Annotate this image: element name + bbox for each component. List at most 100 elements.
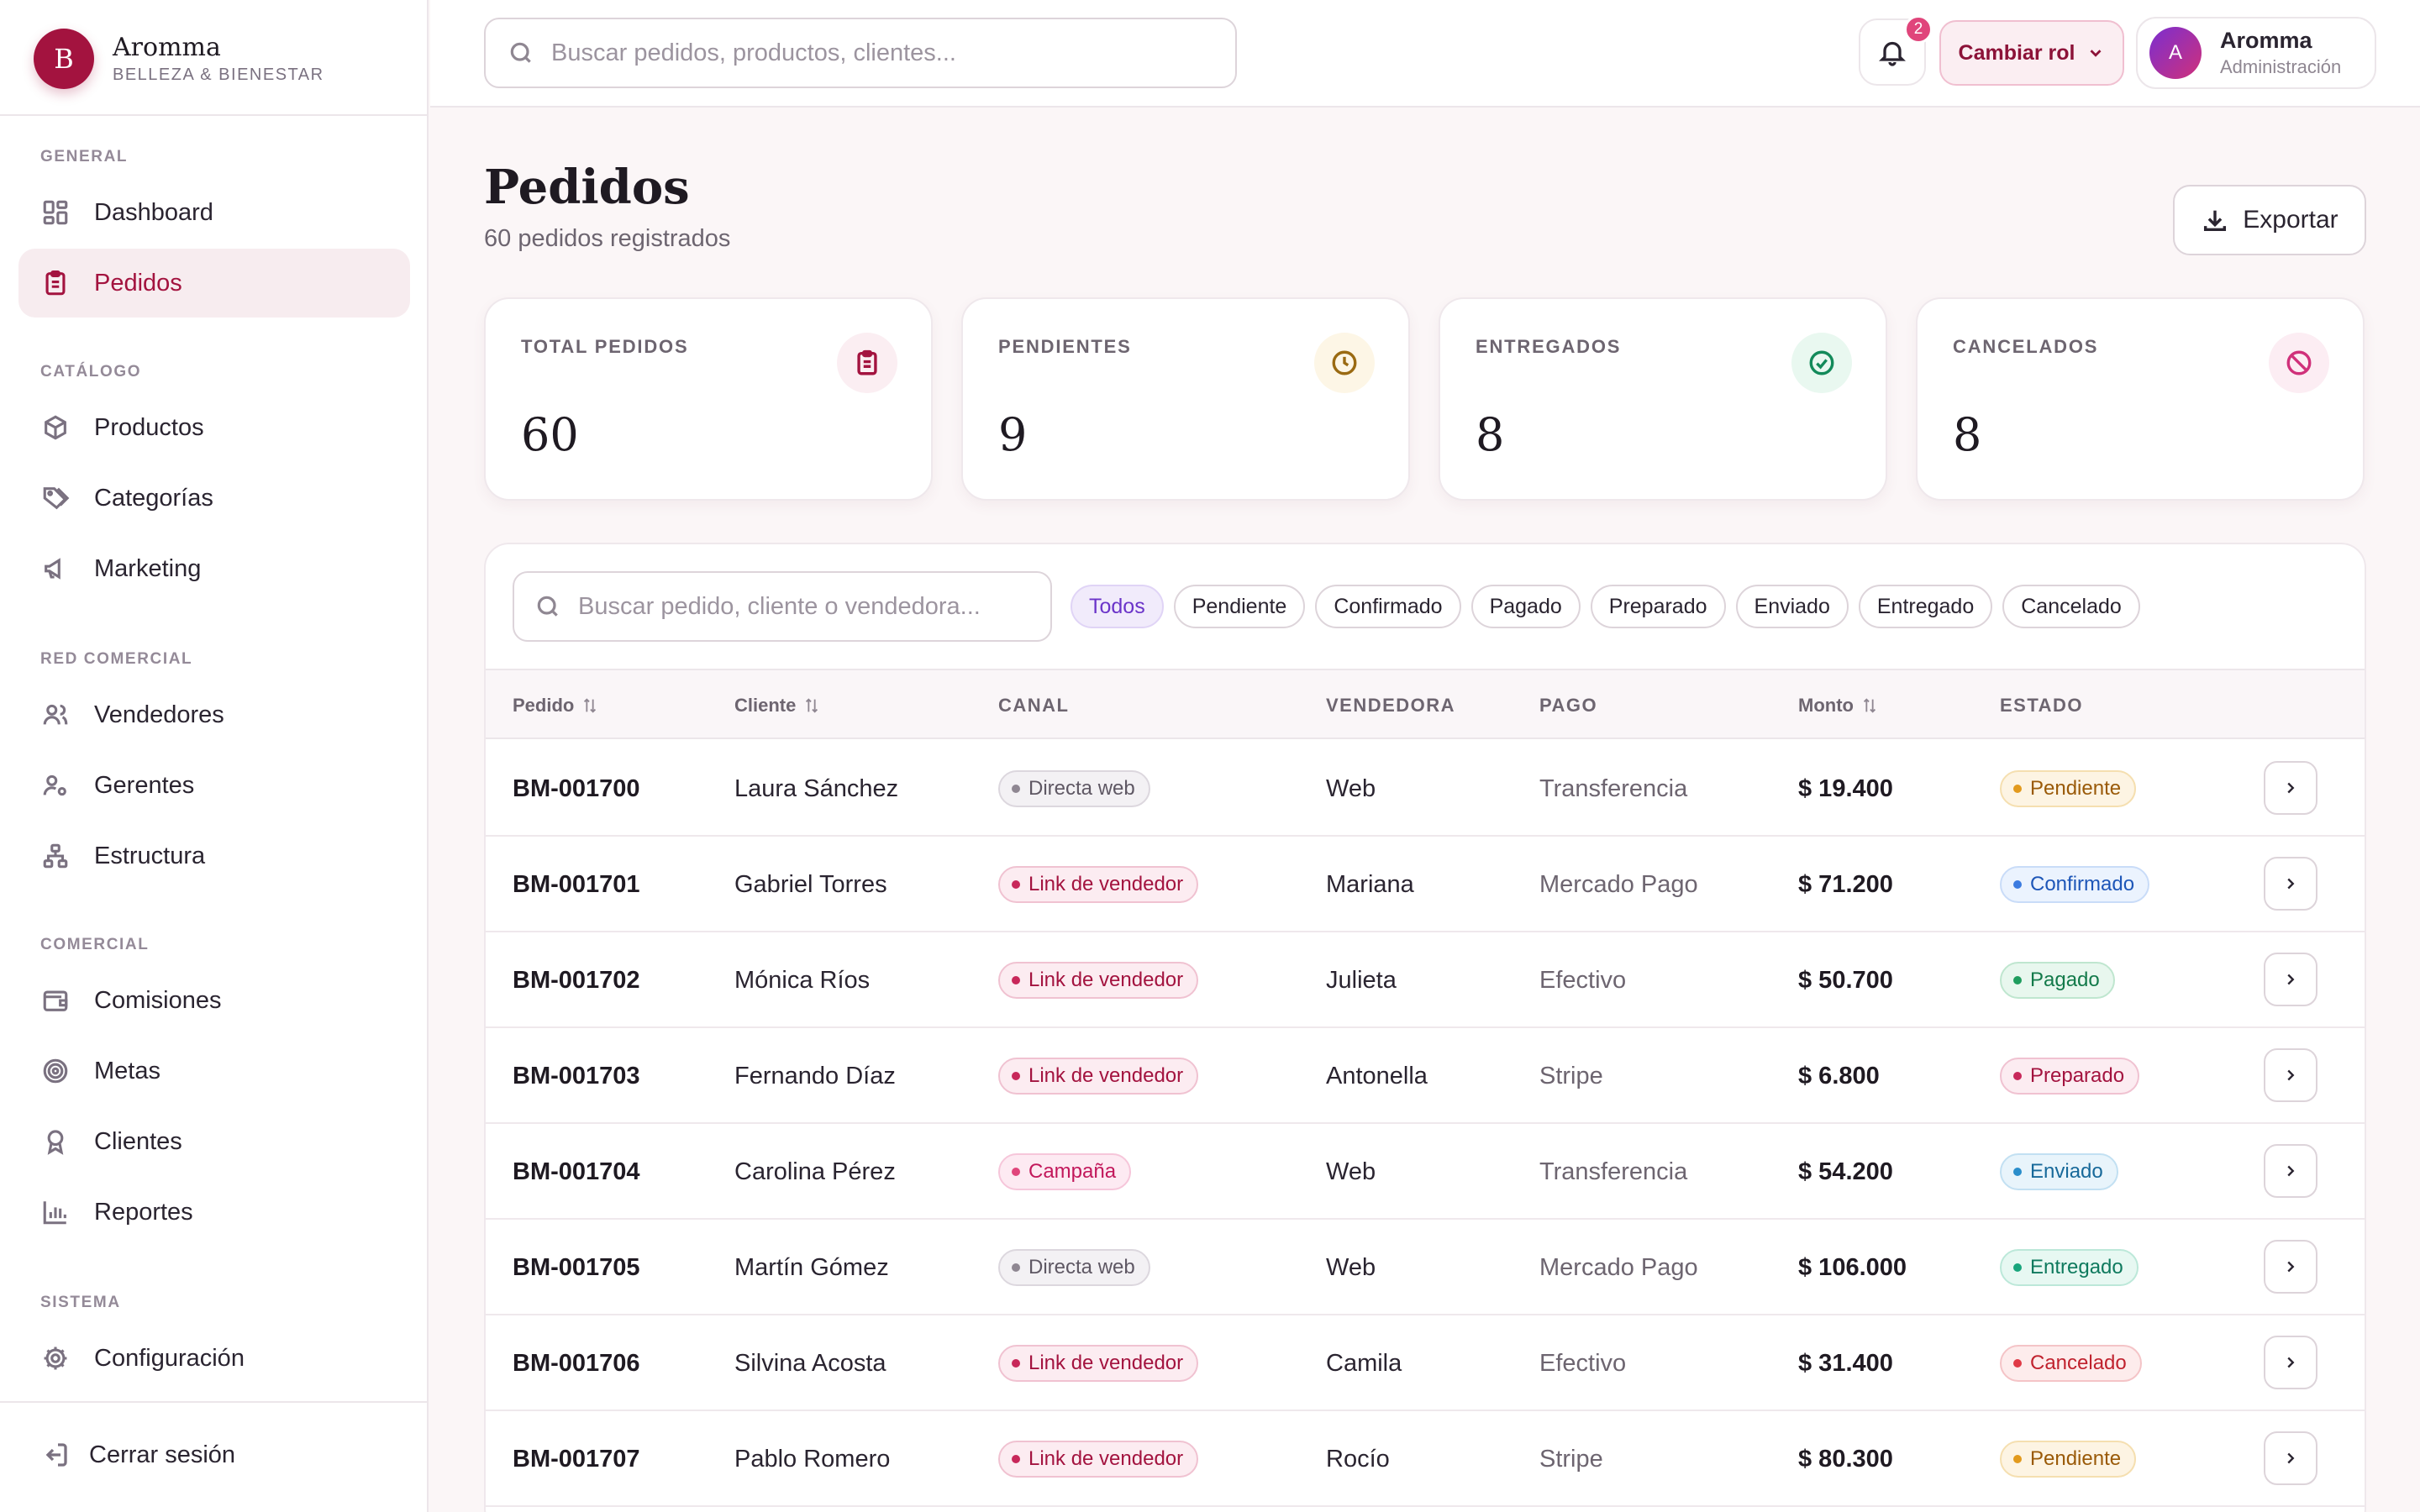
filter-chip-entregado[interactable]: Entregado bbox=[1858, 585, 1993, 628]
view-order-button[interactable] bbox=[2264, 953, 2317, 1006]
sidebar: B Aromma BELLEZA & BIENESTAR GENERAL Dash… bbox=[0, 0, 429, 1512]
sidebar-item-configuracion[interactable]: Configuración bbox=[18, 1324, 410, 1393]
status-badge: Preparado bbox=[2000, 1058, 2140, 1095]
stat-label: CANCELADOS bbox=[1953, 336, 2099, 357]
status-badge: Pagado bbox=[2000, 962, 2115, 999]
stat-label: ENTREGADOS bbox=[1476, 336, 1622, 357]
channel-badge-label: Link de vendedor bbox=[1028, 1447, 1184, 1470]
view-order-button[interactable] bbox=[2264, 857, 2317, 911]
view-order-button[interactable] bbox=[2264, 1431, 2317, 1485]
page-title: Pedidos bbox=[484, 160, 690, 215]
channel-cell: Directa web bbox=[998, 741, 1150, 837]
table-row[interactable]: BM-001701 Gabriel Torres Link de vendedor M… bbox=[486, 837, 2365, 932]
seller-name: Web bbox=[1326, 774, 1376, 802]
status-dot bbox=[1012, 880, 1020, 889]
channel-badge-label: Directa web bbox=[1028, 1256, 1135, 1278]
table-row[interactable]: BM-001700 Laura Sánchez Directa web Web Tran… bbox=[486, 741, 2365, 837]
filter-chip-todos[interactable]: Todos bbox=[1071, 585, 1164, 628]
sidebar-item-label: Reportes bbox=[94, 1198, 193, 1226]
order-amount: $ 54.200 bbox=[1798, 1158, 1893, 1185]
seller-name: Web bbox=[1326, 1253, 1376, 1281]
sidebar-item-label: Comisiones bbox=[94, 986, 222, 1014]
change-role-button[interactable]: Cambiar rol bbox=[1939, 20, 2124, 86]
megaphone-icon bbox=[40, 554, 71, 584]
sidebar-item-pedidos[interactable]: Pedidos bbox=[18, 249, 410, 318]
notifications-button[interactable]: 2 bbox=[1859, 15, 1933, 86]
sidebar-item-reportes[interactable]: Reportes bbox=[18, 1178, 410, 1247]
notifications-badge: 2 bbox=[1904, 15, 1933, 44]
logout-button[interactable]: Cerrar sesión bbox=[40, 1440, 235, 1470]
sidebar-item-categorias[interactable]: Categorías bbox=[18, 464, 410, 533]
view-order-button[interactable] bbox=[2264, 761, 2317, 815]
table-row[interactable]: BM-001704 Carolina Pérez Campaña Web Transfe… bbox=[486, 1124, 2365, 1220]
filter-chip-enviado[interactable]: Enviado bbox=[1735, 585, 1849, 628]
seller-name: Camila bbox=[1326, 1349, 1402, 1377]
sidebar-item-clientes[interactable]: Clientes bbox=[18, 1107, 410, 1176]
table-row[interactable]: BM-001703 Fernando Díaz Link de vendedor An… bbox=[486, 1028, 2365, 1124]
status-filters: Todos Pendiente Confirmado Pagado Preparado E… bbox=[1071, 585, 2140, 628]
global-search-input[interactable]: Buscar pedidos, productos, clientes... bbox=[484, 18, 1237, 88]
filter-chip-cancelado[interactable]: Cancelado bbox=[2002, 585, 2140, 628]
award-icon bbox=[40, 1126, 71, 1157]
search-icon bbox=[537, 596, 558, 617]
chevron-right-icon bbox=[2287, 782, 2295, 794]
filter-chip-pendiente[interactable]: Pendiente bbox=[1173, 585, 1306, 628]
orders-search-input[interactable]: Buscar pedido, cliente o vendedora... bbox=[513, 571, 1052, 642]
column-header-cliente[interactable]: Cliente bbox=[734, 670, 821, 741]
channel-badge-label: Link de vendedor bbox=[1028, 969, 1184, 991]
table-row[interactable]: BM-001706 Silvina Acosta Link de vendedor C… bbox=[486, 1315, 2365, 1411]
column-header-pedido[interactable]: Pedido bbox=[513, 670, 599, 741]
status-badge: Confirmado bbox=[2000, 866, 2150, 903]
orders-search-placeholder: Buscar pedido, cliente o vendedora... bbox=[578, 592, 981, 620]
table-row[interactable]: BM-001707 Pablo Romero Link de vendedor Roc… bbox=[486, 1411, 2365, 1507]
chevron-right-icon bbox=[2287, 878, 2295, 890]
sidebar-item-gerentes[interactable]: Gerentes bbox=[18, 751, 410, 820]
sidebar-item-productos[interactable]: Productos bbox=[18, 393, 410, 462]
sidebar-item-estructura[interactable]: Estructura bbox=[18, 822, 410, 890]
view-order-button[interactable] bbox=[2264, 1144, 2317, 1198]
order-id: BM-001705 bbox=[513, 1253, 640, 1281]
column-header-monto[interactable]: Monto bbox=[1798, 670, 1879, 741]
channel-cell: Link de vendedor bbox=[998, 1028, 1199, 1124]
sidebar-item-comisiones[interactable]: Comisiones bbox=[18, 966, 410, 1035]
brand-name: Aromma bbox=[113, 33, 221, 62]
sidebar-item-label: Estructura bbox=[94, 842, 206, 869]
chevron-down-icon bbox=[2090, 50, 2102, 57]
export-label: Exportar bbox=[2243, 206, 2338, 234]
channel-cell: Link de vendedor bbox=[998, 1315, 1199, 1411]
filter-chip-confirmado[interactable]: Confirmado bbox=[1315, 585, 1461, 628]
order-amount: $ 31.400 bbox=[1798, 1349, 1893, 1377]
user-menu[interactable]: A Aromma Administración bbox=[2136, 17, 2376, 89]
table-row[interactable]: BM-001705 Martín Gómez Directa web Web Merca… bbox=[486, 1220, 2365, 1315]
status-dot bbox=[1012, 1072, 1020, 1080]
sort-icon bbox=[806, 698, 818, 713]
tag-icon bbox=[40, 483, 71, 513]
channel-badge: Link de vendedor bbox=[998, 1345, 1199, 1382]
stat-card: CANCELADOS 8 bbox=[1916, 297, 2365, 501]
status-badge: Pendiente bbox=[2000, 1441, 2137, 1478]
sidebar-item-marketing[interactable]: Marketing bbox=[18, 534, 410, 603]
export-button[interactable]: Exportar bbox=[2173, 185, 2366, 255]
global-search-placeholder: Buscar pedidos, productos, clientes... bbox=[551, 39, 956, 66]
stat-value: 9 bbox=[998, 408, 1028, 461]
status-dot bbox=[2013, 1455, 2022, 1463]
sidebar-item-vendedores[interactable]: Vendedores bbox=[18, 680, 410, 749]
view-order-button[interactable] bbox=[2264, 1336, 2317, 1389]
chevron-right-icon bbox=[2287, 1357, 2295, 1368]
filter-chip-pagado[interactable]: Pagado bbox=[1470, 585, 1581, 628]
channel-badge-label: Link de vendedor bbox=[1028, 1064, 1184, 1087]
seller-name: Julieta bbox=[1326, 966, 1397, 994]
sidebar-item-dashboard[interactable]: Dashboard bbox=[18, 178, 410, 247]
view-order-button[interactable] bbox=[2264, 1240, 2317, 1294]
filter-chip-preparado[interactable]: Preparado bbox=[1590, 585, 1726, 628]
clock-icon bbox=[1314, 333, 1375, 393]
sidebar-item-metas[interactable]: Metas bbox=[18, 1037, 410, 1105]
sidebar-item-label: Categorías bbox=[94, 484, 213, 512]
view-order-button[interactable] bbox=[2264, 1048, 2317, 1102]
brand-logo: B bbox=[34, 29, 94, 89]
column-header-pago: PAGO bbox=[1539, 670, 1597, 741]
brand[interactable]: B Aromma BELLEZA & BIENESTAR bbox=[34, 25, 324, 92]
table-row[interactable]: BM-001702 Mónica Ríos Link de vendedor Juli… bbox=[486, 932, 2365, 1028]
customer-name: Gabriel Torres bbox=[734, 870, 887, 898]
order-id: BM-001701 bbox=[513, 870, 640, 898]
